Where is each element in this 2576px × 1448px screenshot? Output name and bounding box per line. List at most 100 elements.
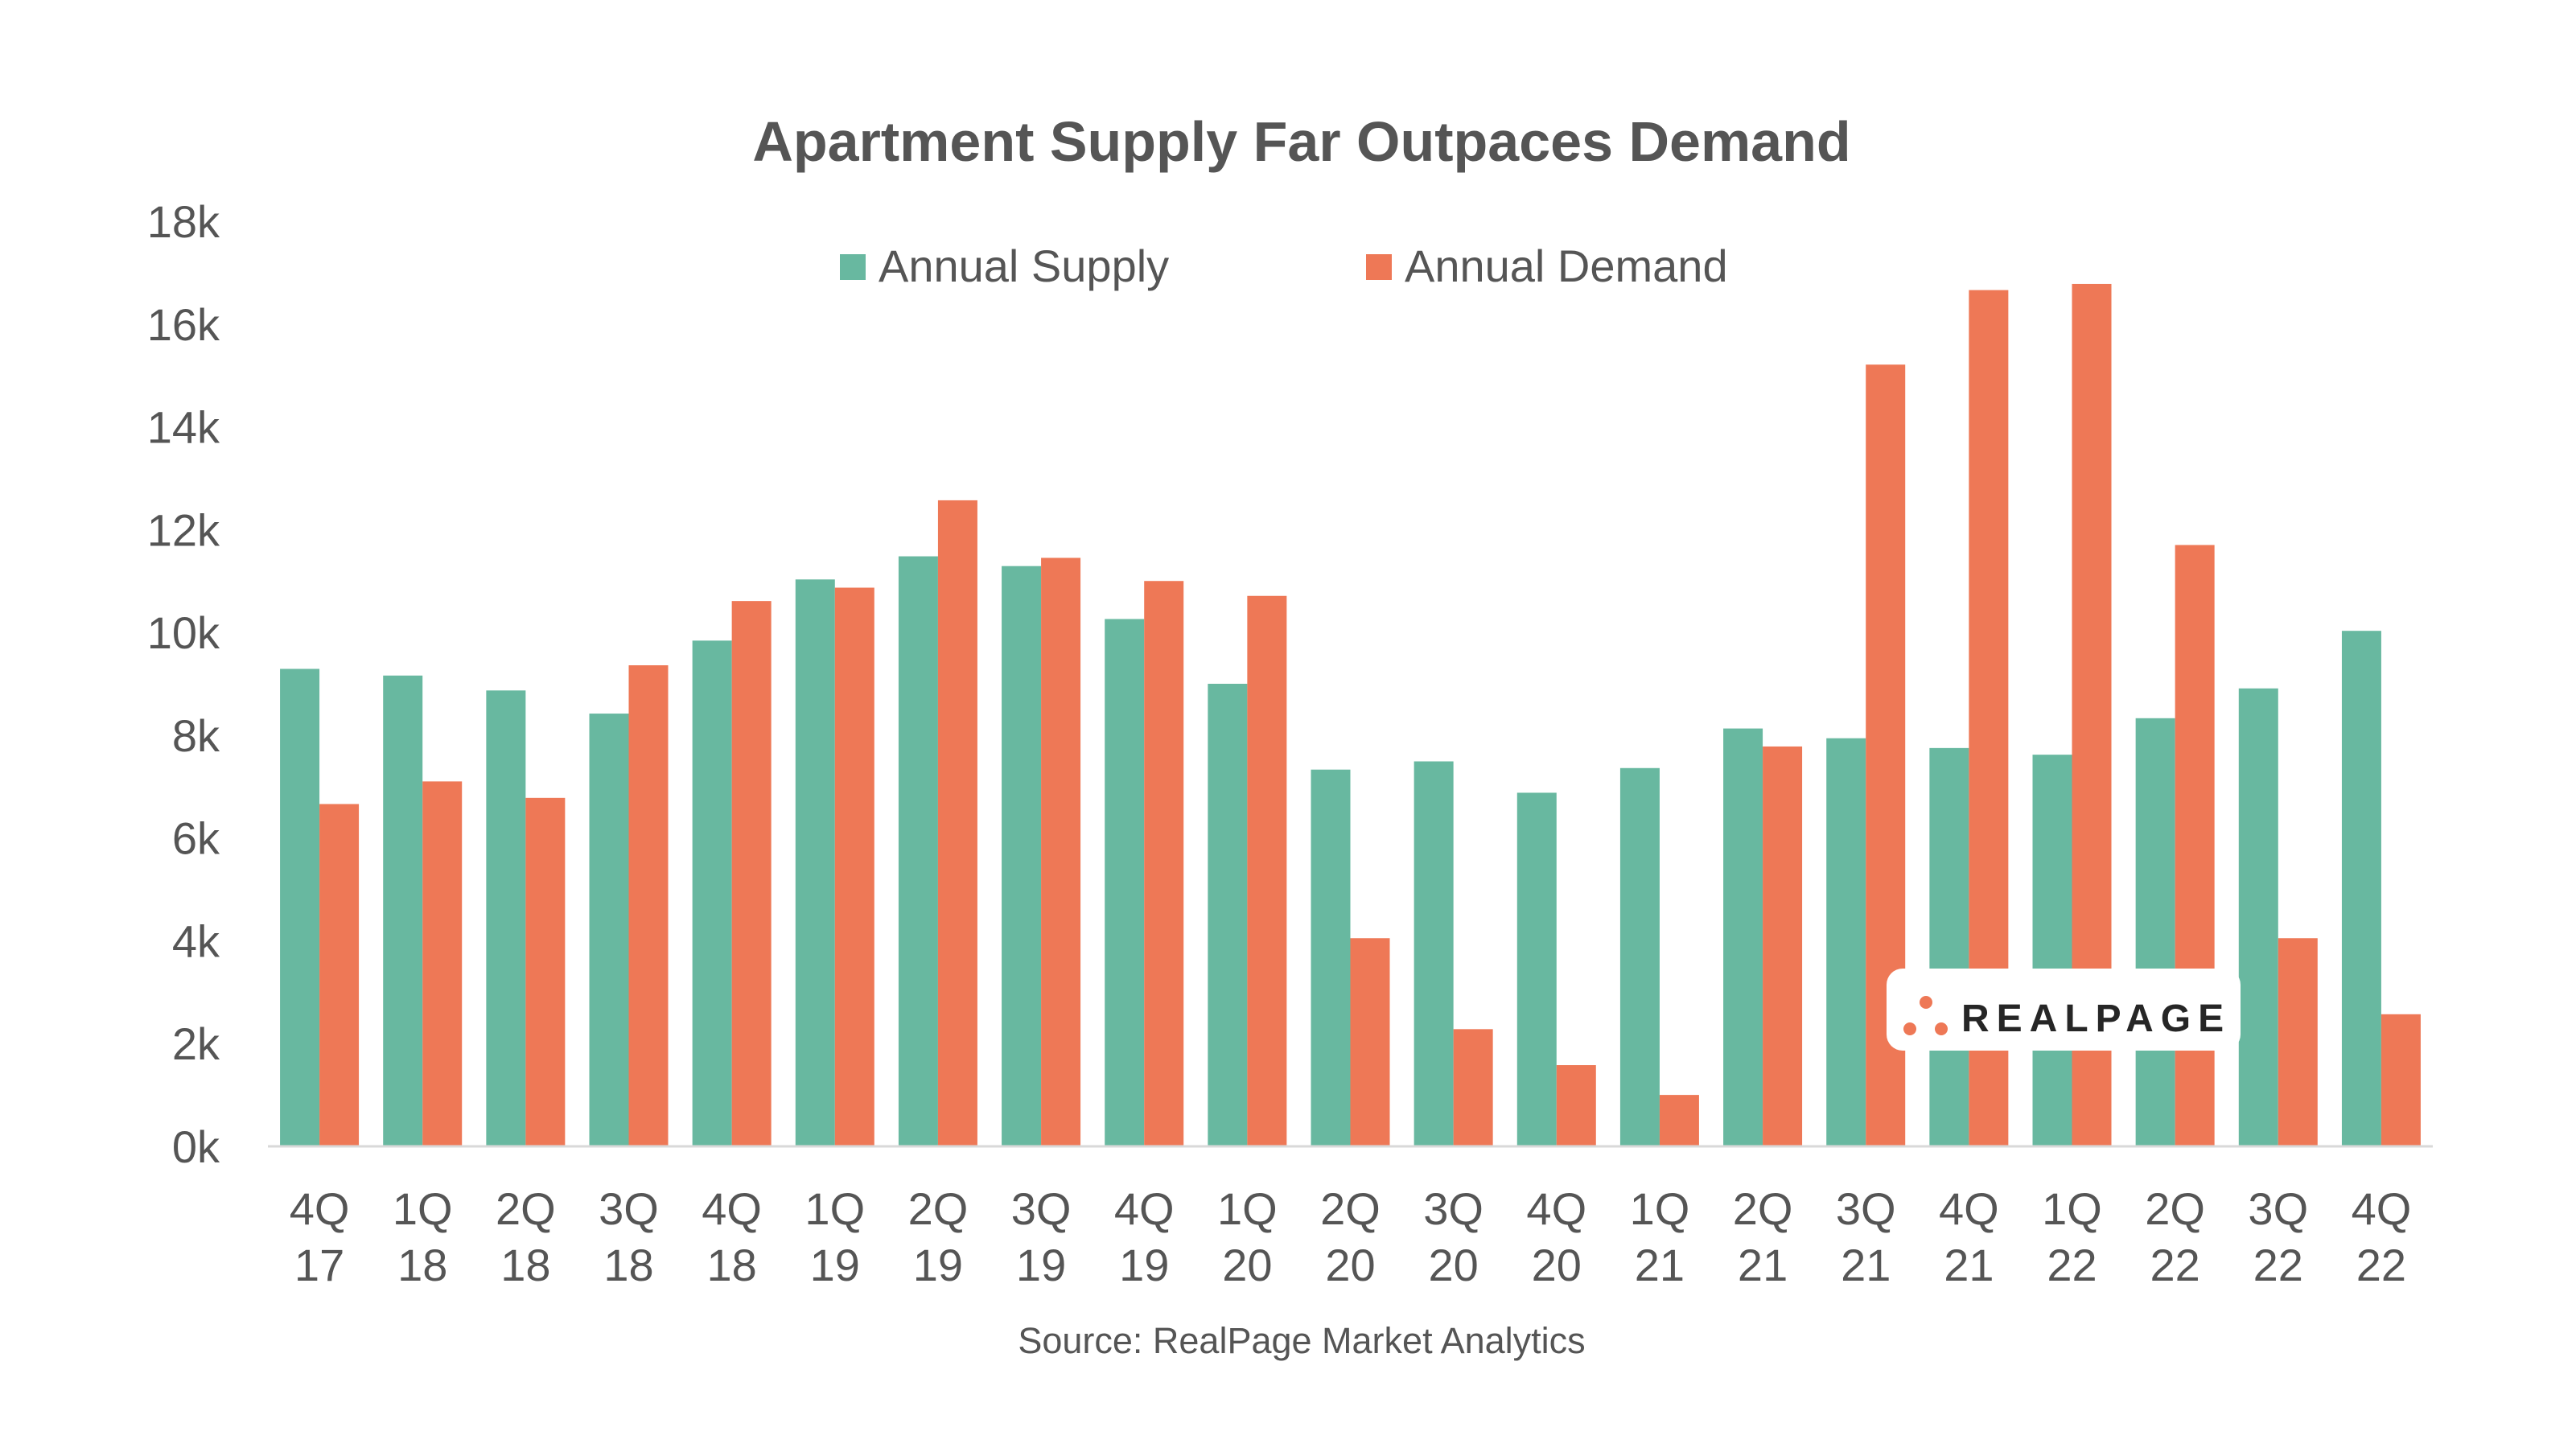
chart-title: Apartment Supply Far Outpaces Demand [752, 110, 1850, 173]
x-tick-label: 4Q [702, 1183, 762, 1234]
supply-bar-1Q-19 [795, 579, 835, 1146]
supply-bar-1Q-21 [1619, 767, 1660, 1146]
x-tick-label: 1Q [393, 1183, 453, 1234]
supply-bar-3Q-22 [2238, 688, 2278, 1146]
legend-swatch-demand [1366, 254, 1392, 280]
x-tick-label: 22 [2150, 1240, 2199, 1290]
x-tick-label: 4Q [1114, 1183, 1175, 1234]
y-tick-label: 10k [147, 607, 220, 658]
svg-text:REALPAGE: REALPAGE [1961, 998, 2231, 1040]
demand-bar-4Q-19 [1144, 581, 1184, 1146]
demand-bar-4Q-22 [2381, 1014, 2421, 1146]
y-tick-label: 2k [172, 1018, 220, 1069]
demand-bar-3Q-19 [1041, 557, 1081, 1146]
x-tick-label: 20 [1222, 1240, 1272, 1290]
x-tick-label: 4Q [2352, 1183, 2412, 1234]
demand-bar-4Q-20 [1556, 1065, 1596, 1146]
supply-bar-3Q-18 [589, 714, 629, 1146]
source-note: Source: RealPage Market Analytics [1018, 1320, 1585, 1361]
y-tick-label: 18k [147, 196, 220, 247]
supply-bar-4Q-18 [692, 640, 732, 1146]
x-tick-label: 2Q [1733, 1183, 1793, 1234]
x-tick-label: 21 [1841, 1240, 1891, 1290]
x-tick-label: 4Q [1526, 1183, 1586, 1234]
demand-bar-4Q-18 [731, 601, 772, 1146]
demand-bar-4Q-17 [319, 804, 360, 1146]
x-tick-label: 18 [500, 1240, 550, 1290]
demand-bar-3Q-22 [2278, 938, 2318, 1146]
supply-bar-2Q-20 [1311, 769, 1351, 1146]
demand-bar-3Q-18 [628, 665, 669, 1146]
supply-bar-4Q-20 [1516, 792, 1557, 1146]
x-tick-label: 22 [2253, 1240, 2303, 1290]
x-tick-label: 1Q [1630, 1183, 1690, 1234]
x-axis: 4Q 17 1Q 18 2Q 18 3Q 18 4Q 18 1Q 19 2Q 19 3Q 19 4Q 19 1Q 20… [290, 1183, 2412, 1290]
demand-bar-1Q-19 [834, 587, 874, 1146]
x-tick-label: 3Q [2248, 1183, 2308, 1234]
demand-bar-2Q-20 [1350, 938, 1390, 1146]
x-tick-label: 19 [810, 1240, 860, 1290]
x-tick-label: 17 [294, 1240, 344, 1290]
y-tick-label: 16k [147, 299, 220, 350]
x-tick-label: 19 [1016, 1240, 1066, 1290]
x-tick-label: 1Q [804, 1183, 865, 1234]
supply-bar-2Q-22 [2135, 718, 2175, 1146]
supply-bar-4Q-21 [1929, 747, 1969, 1146]
demand-bar-2Q-19 [937, 500, 977, 1146]
supply-bar-4Q-19 [1105, 619, 1145, 1146]
x-tick-label: 22 [2356, 1240, 2406, 1290]
x-tick-label: 22 [2047, 1240, 2097, 1290]
legend-label-demand: Annual Demand [1405, 241, 1728, 291]
supply-bar-2Q-18 [486, 690, 526, 1146]
legend-label-supply: Annual Supply [879, 241, 1169, 291]
x-tick-label: 19 [1119, 1240, 1169, 1290]
x-tick-label: 20 [1325, 1240, 1375, 1290]
y-tick-label: 4k [172, 915, 220, 966]
supply-bar-3Q-20 [1414, 761, 1454, 1146]
x-tick-label: 19 [913, 1240, 963, 1290]
x-tick-label: 2Q [908, 1183, 969, 1234]
legend: Annual Supply Annual Demand [840, 241, 1728, 291]
x-tick-label: 2Q [496, 1183, 556, 1234]
supply-bar-2Q-19 [898, 556, 938, 1146]
x-tick-label: 21 [1635, 1240, 1685, 1290]
x-tick-label: 18 [603, 1240, 653, 1290]
supply-bar-1Q-18 [383, 675, 423, 1146]
x-tick-label: 18 [397, 1240, 447, 1290]
demand-bar-1Q-21 [1659, 1095, 1699, 1146]
supply-bar-4Q-22 [2341, 631, 2381, 1146]
x-tick-label: 1Q [1217, 1183, 1278, 1234]
y-tick-label: 8k [172, 710, 220, 761]
x-tick-label: 1Q [2042, 1183, 2102, 1234]
x-tick-label: 21 [1944, 1240, 1994, 1290]
supply-bar-1Q-20 [1208, 684, 1248, 1146]
demand-bar-1Q-20 [1247, 595, 1287, 1146]
x-tick-label: 3Q [1836, 1183, 1896, 1234]
y-tick-label: 0k [172, 1121, 220, 1172]
bars [280, 283, 2421, 1147]
demand-bar-1Q-18 [422, 781, 463, 1146]
x-tick-label: 4Q [1939, 1183, 1999, 1234]
x-tick-label: 3Q [599, 1183, 659, 1234]
x-tick-label: 2Q [1320, 1183, 1381, 1234]
legend-swatch-supply [840, 254, 866, 280]
realpage-logo: REALPAGE [1887, 969, 2241, 1051]
supply-bar-4Q-17 [280, 668, 320, 1146]
supply-bar-3Q-19 [1002, 566, 1042, 1146]
demand-bar-2Q-22 [2175, 545, 2215, 1146]
x-tick-label: 18 [706, 1240, 756, 1290]
y-axis: 0k 2k 4k 6k 8k 10k 12k 14k 16k 18k [147, 196, 220, 1172]
x-tick-label: 3Q [1423, 1183, 1483, 1234]
supply-bar-2Q-21 [1723, 728, 1763, 1146]
supply-bar-3Q-21 [1826, 738, 1866, 1146]
x-tick-label: 21 [1738, 1240, 1788, 1290]
y-tick-label: 12k [147, 504, 220, 555]
y-tick-label: 14k [147, 402, 220, 453]
x-tick-label: 3Q [1011, 1183, 1072, 1234]
x-tick-label: 20 [1532, 1240, 1582, 1290]
y-tick-label: 6k [172, 813, 220, 864]
x-tick-label: 20 [1428, 1240, 1478, 1290]
x-tick-label: 4Q [290, 1183, 350, 1234]
supply-bar-1Q-22 [2032, 755, 2072, 1146]
